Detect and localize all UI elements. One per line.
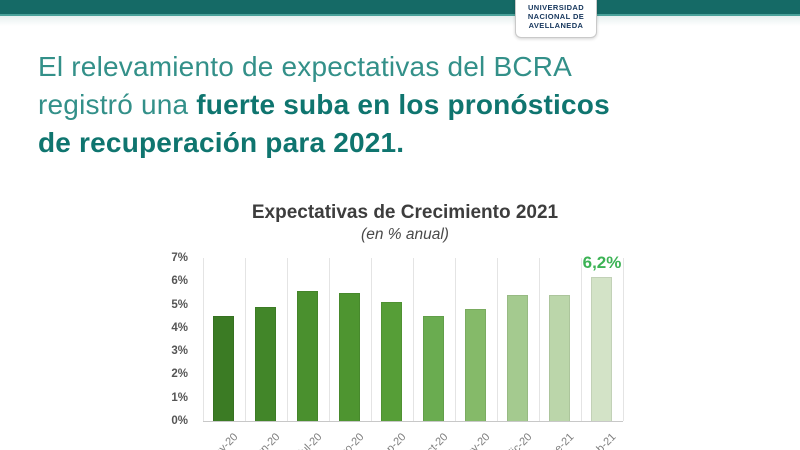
university-logo-badge: UNIVERSIDAD NACIONAL DE AVELLANEDA xyxy=(515,0,597,38)
bar-may-20 xyxy=(213,316,234,421)
bar-oct-20 xyxy=(423,316,444,421)
y-tick-label: 1% xyxy=(171,391,188,404)
bar-sep-20 xyxy=(381,302,402,421)
headline-line-3: de recuperación para 2021. xyxy=(38,127,405,158)
headline-text-regular: El relevamiento de expectativas del BCRA xyxy=(38,51,573,82)
headline-line-2: registró una fuerte suba en los pronósti… xyxy=(38,86,778,124)
grid-line xyxy=(455,258,456,421)
y-tick-label: 6% xyxy=(171,275,188,288)
grid-line xyxy=(203,258,204,421)
bar-ene-21 xyxy=(549,295,570,421)
header-banner-accent-line xyxy=(0,14,800,16)
y-tick-label: 0% xyxy=(171,415,188,427)
y-tick-label: 4% xyxy=(171,321,188,334)
grid-line xyxy=(329,258,330,421)
grid-line xyxy=(497,258,498,421)
bar-jun-20 xyxy=(255,306,276,421)
y-axis: 0% 1% 2% 3% 4% 5% 6% 7% xyxy=(150,252,196,427)
logo-line-2: NACIONAL DE xyxy=(527,12,585,21)
y-tick-label: 5% xyxy=(171,298,188,311)
chart-plot: 6,2% may-20 jun-20 jul-20 ago-20 sep-20 oct-20… xyxy=(203,253,624,450)
bar-dic-20 xyxy=(507,295,528,421)
y-tick-label: 2% xyxy=(171,368,188,381)
y-tick-label: 3% xyxy=(171,345,188,358)
bar-ago-20 xyxy=(339,292,360,421)
grid-line xyxy=(371,258,372,421)
headline-line-1: El relevamiento de expectativas del BCRA xyxy=(38,48,778,86)
bar-feb-21 xyxy=(591,276,612,421)
grid-line xyxy=(287,258,288,421)
grid-line xyxy=(623,258,624,421)
grid-line xyxy=(245,258,246,421)
chart-subtitle: (en % anual) xyxy=(361,226,449,243)
y-tick-label: 7% xyxy=(171,252,188,264)
grid-line xyxy=(413,258,414,421)
bar-nov-20 xyxy=(465,309,486,421)
headline-text-regular: registró una xyxy=(38,89,197,120)
header-banner xyxy=(0,0,800,14)
grid-line xyxy=(581,258,582,421)
value-annotation: 6,2% xyxy=(582,252,622,272)
logo-line-1: UNIVERSIDAD xyxy=(527,3,585,12)
header-banner-fade xyxy=(0,16,800,26)
bar-jul-20 xyxy=(297,290,318,421)
chart-title: Expectativas de Crecimiento 2021 xyxy=(251,202,559,223)
grid-line xyxy=(539,258,540,421)
logo-line-3: AVELLANEDA xyxy=(528,21,584,30)
headline-text-bold: fuerte suba en los pronósticos xyxy=(196,89,610,120)
x-tick-label: may-20 xyxy=(206,431,241,450)
headline: El relevamiento de expectativas del BCRA… xyxy=(38,48,778,162)
